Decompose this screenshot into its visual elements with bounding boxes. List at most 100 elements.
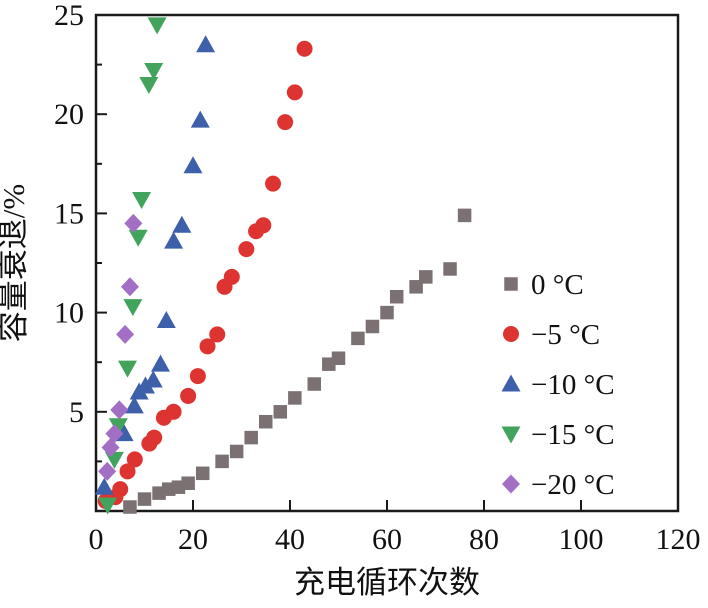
y-tick-label: 5 — [69, 396, 84, 429]
legend-item-1: −5 °C — [503, 319, 600, 351]
triangle-up-legend-marker — [501, 374, 521, 392]
square-marker — [123, 500, 137, 514]
circle-marker — [296, 40, 313, 57]
diamond-marker — [105, 424, 124, 444]
x-tick-label: 0 — [89, 523, 104, 556]
data-points — [94, 17, 472, 515]
square-marker — [389, 289, 404, 304]
triangle-down-marker — [98, 497, 118, 515]
circle-marker — [165, 403, 182, 420]
y-tick-label: 15 — [54, 197, 84, 230]
square-marker — [259, 414, 273, 429]
triangle-down-marker — [147, 17, 167, 35]
series-2 — [94, 35, 216, 495]
y-tick-label: 20 — [54, 98, 84, 131]
x-tick-label: 120 — [656, 523, 701, 556]
circle-marker — [277, 114, 294, 131]
circle-marker — [112, 481, 129, 498]
triangle-up-marker — [156, 311, 176, 329]
circle-legend-marker — [503, 326, 519, 342]
circle-marker — [238, 241, 255, 258]
diamond-marker — [120, 277, 139, 297]
circle-marker — [199, 338, 216, 355]
diamond-legend-marker — [502, 474, 520, 494]
x-tick-label: 60 — [372, 523, 402, 556]
triangle-down-marker — [132, 192, 152, 210]
triangle-up-marker — [164, 231, 184, 249]
square-marker — [195, 466, 210, 481]
circle-marker — [180, 387, 197, 404]
circle-marker — [189, 368, 206, 385]
legend-label: −20 °C — [531, 469, 615, 501]
square-marker — [380, 305, 394, 320]
circle-marker — [265, 175, 282, 192]
square-marker — [273, 405, 288, 419]
circle-marker — [223, 268, 240, 285]
legend-item-2: −10 °C — [501, 369, 615, 401]
x-tick-label: 100 — [559, 523, 604, 556]
legend-label: −5 °C — [531, 319, 600, 351]
x-axis-label: 充电循环次数 — [294, 565, 480, 600]
series-3 — [98, 17, 167, 515]
axis-tick-labels: 0 20 40 60 80 100 120 5 10 15 20 25 — [54, 0, 701, 556]
triangle-down-marker — [104, 451, 124, 469]
square-marker — [351, 331, 365, 346]
triangle-down-marker — [123, 299, 143, 317]
triangle-down-marker — [118, 360, 138, 378]
circle-marker — [146, 429, 163, 446]
triangle-up-marker — [172, 215, 192, 233]
legend-label: −10 °C — [531, 369, 615, 401]
diamond-marker — [101, 438, 120, 458]
legend-item-4: −20 °C — [502, 469, 615, 501]
triangle-down-legend-marker — [501, 426, 521, 444]
axis-ticks — [95, 14, 679, 511]
triangle-down-marker — [144, 63, 164, 81]
triangle-up-marker — [94, 477, 114, 495]
square-marker — [181, 476, 195, 490]
legend-item-0: 0 °C — [504, 269, 584, 301]
circle-marker — [286, 84, 303, 101]
triangle-up-marker — [190, 110, 210, 128]
triangle-down-marker — [139, 76, 159, 94]
diamond-marker — [110, 400, 129, 420]
square-marker — [215, 454, 229, 469]
square-marker — [137, 492, 152, 506]
triangle-up-marker — [183, 156, 203, 174]
triangle-up-marker — [196, 35, 216, 53]
triangle-down-marker — [108, 418, 128, 436]
square-legend-marker — [504, 277, 518, 291]
square-marker — [307, 377, 321, 391]
circle-marker — [119, 463, 136, 480]
square-marker — [419, 270, 433, 284]
diamond-marker — [98, 461, 117, 481]
circle-marker — [126, 451, 143, 468]
square-marker — [443, 262, 457, 276]
triangle-up-marker — [143, 370, 163, 388]
square-marker — [288, 391, 302, 405]
series-4 — [98, 213, 143, 481]
legend-item-3: −15 °C — [501, 419, 615, 451]
triangle-up-marker — [151, 354, 171, 372]
square-marker — [331, 351, 346, 365]
square-marker — [457, 208, 472, 223]
y-tick-label: 25 — [54, 0, 84, 32]
y-tick-label: 10 — [54, 297, 84, 330]
legend-label: 0 °C — [531, 269, 584, 301]
circle-marker — [209, 326, 226, 343]
diamond-marker — [124, 213, 143, 233]
square-marker — [229, 444, 244, 459]
square-marker — [244, 430, 258, 445]
triangle-down-marker — [128, 229, 148, 247]
x-tick-label: 20 — [178, 523, 208, 556]
x-tick-label: 80 — [469, 523, 499, 556]
series-0 — [123, 208, 472, 514]
legend-label: −15 °C — [531, 419, 615, 451]
legend: 0 °C −5 °C −10 °C −15 °C −20 °C — [501, 269, 615, 501]
diamond-marker — [116, 324, 135, 344]
y-axis-label: 容量衰退/% — [0, 184, 31, 342]
square-marker — [365, 319, 380, 334]
x-tick-label: 40 — [275, 523, 305, 556]
circle-marker — [255, 217, 272, 234]
